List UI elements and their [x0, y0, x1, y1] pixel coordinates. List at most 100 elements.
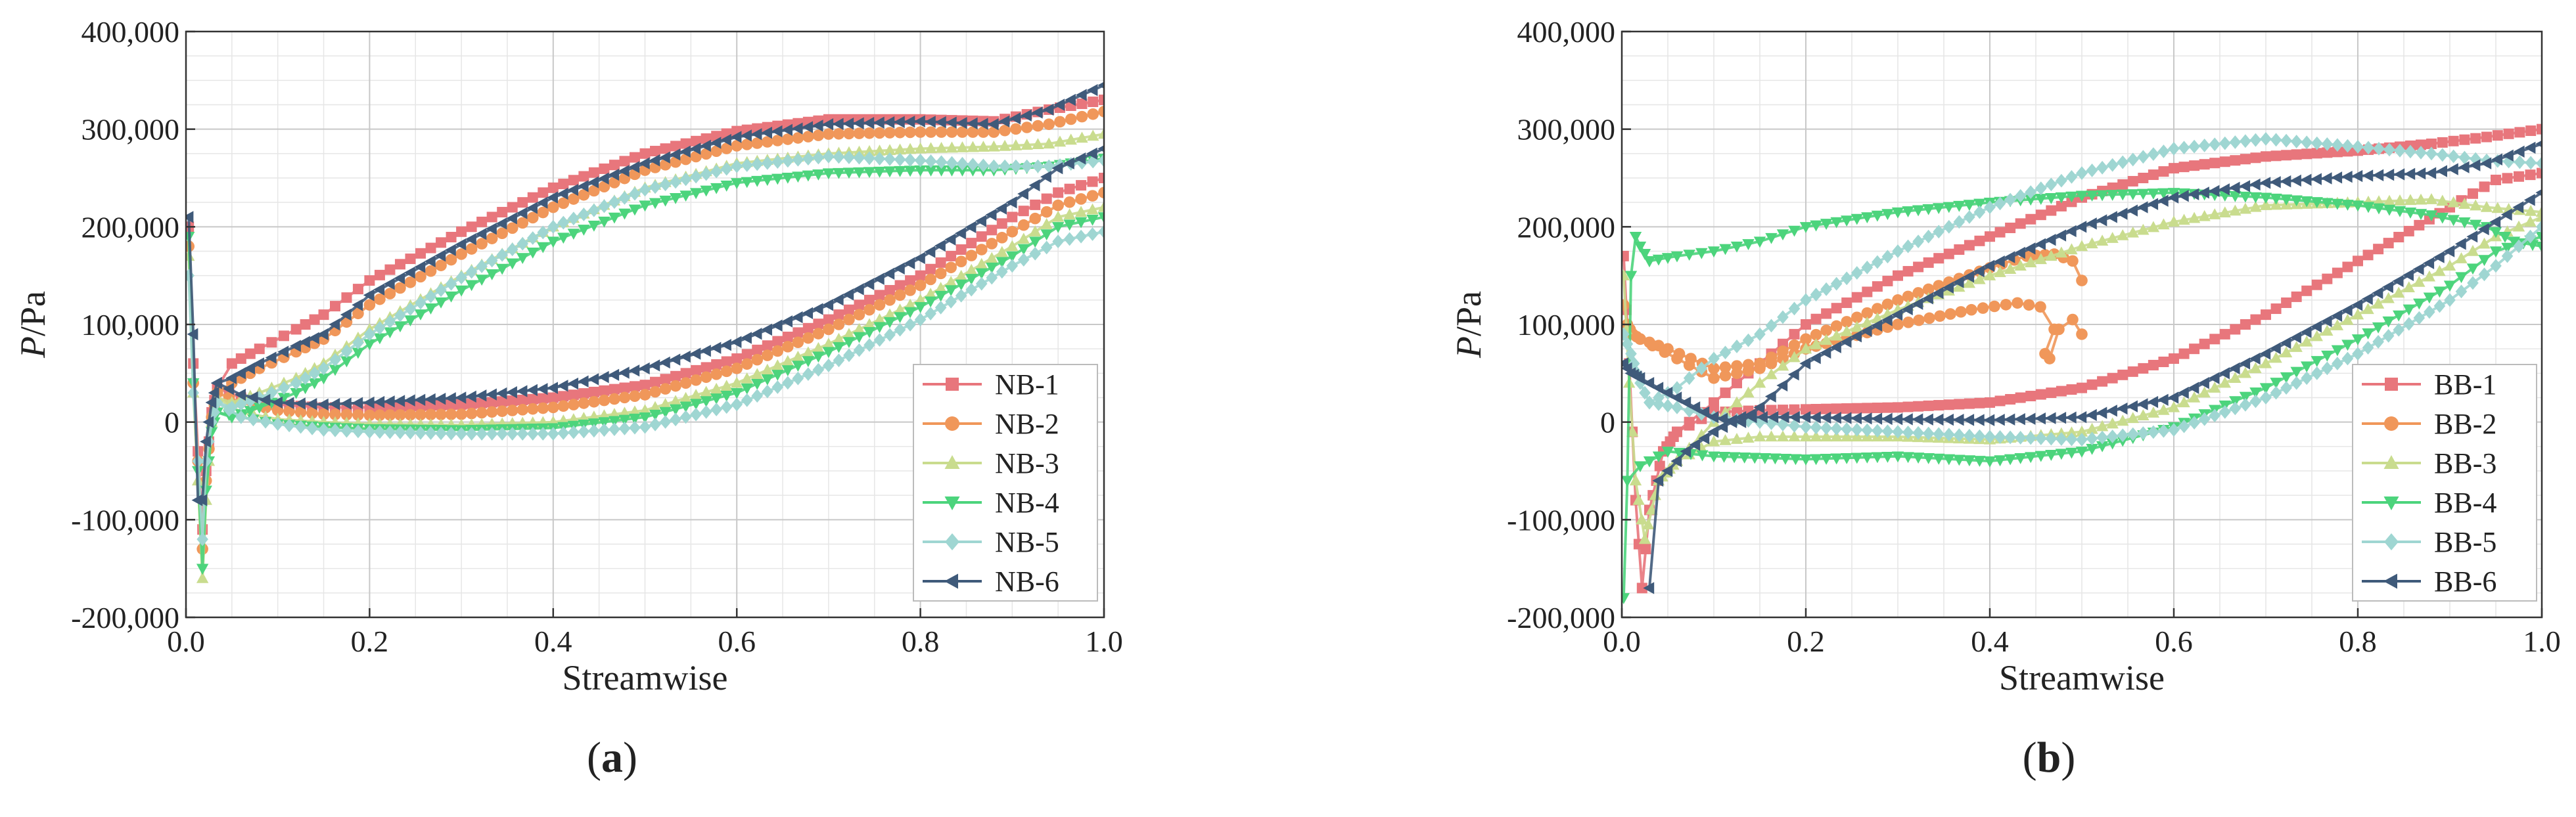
- data-point: [2383, 143, 2395, 157]
- data-point: [1851, 266, 1863, 280]
- data-point: [278, 381, 290, 395]
- data-point: [486, 269, 498, 280]
- data-point: [873, 127, 886, 139]
- data-point: [904, 126, 916, 139]
- data-point: [905, 275, 916, 286]
- series-bb-5: [1622, 132, 2542, 447]
- data-point: [1912, 205, 1925, 217]
- data-point: [547, 219, 559, 234]
- data-point: [863, 117, 875, 129]
- data-point: [996, 232, 1008, 244]
- data-point: [1098, 106, 1104, 118]
- data-point: [1977, 302, 1989, 314]
- data-point: [308, 332, 319, 345]
- data-point: [2240, 319, 2251, 330]
- data-point: [1776, 430, 1789, 442]
- data-point: [2045, 450, 2058, 461]
- data-point: [822, 299, 834, 311]
- data-point: [506, 427, 518, 441]
- data-point: [210, 377, 222, 389]
- data-point: [2249, 394, 2262, 408]
- data-point: [2086, 190, 2098, 202]
- data-point: [2270, 133, 2282, 147]
- data-point: [1764, 390, 1776, 403]
- data-point: [2480, 157, 2492, 169]
- data-point: [537, 206, 549, 219]
- data-point: [527, 192, 538, 203]
- data-point: [394, 321, 407, 333]
- data-point: [2208, 372, 2220, 384]
- data-point: [2260, 391, 2272, 405]
- data-point: [1810, 220, 1822, 232]
- data-point: [741, 129, 752, 142]
- legend-label: NB-5: [995, 526, 1059, 558]
- data-point: [710, 342, 722, 354]
- data-point: [476, 259, 488, 273]
- data-point: [1730, 241, 1743, 253]
- data-point: [1861, 260, 1874, 275]
- data-point: [700, 185, 712, 197]
- data-point: [1902, 239, 1914, 254]
- data-point: [1994, 455, 2006, 467]
- data-point: [2259, 347, 2271, 360]
- data-point: [568, 399, 580, 410]
- data-point: [691, 364, 702, 376]
- data-point: [659, 195, 672, 207]
- data-point: [2035, 181, 2047, 196]
- data-point: [1777, 310, 1789, 324]
- data-point: [363, 409, 376, 422]
- y-tick-label: 300,000: [1517, 113, 1616, 146]
- data-point: [700, 386, 712, 397]
- data-point: [384, 409, 396, 421]
- data-point: [2351, 308, 2364, 320]
- data-point: [771, 173, 784, 185]
- y-tick-label: -200,000: [1507, 601, 1615, 634]
- data-point: [2447, 196, 2460, 208]
- data-point: [2341, 304, 2353, 317]
- data-point: [710, 393, 723, 405]
- data-point: [863, 294, 875, 305]
- data-point: [1830, 341, 1841, 353]
- data-point: [2157, 144, 2170, 158]
- data-point: [597, 370, 609, 384]
- data-point: [294, 407, 307, 418]
- data-point: [2332, 146, 2343, 158]
- data-point: [2502, 149, 2514, 162]
- data-point: [904, 257, 915, 270]
- data-point: [2425, 167, 2437, 179]
- data-point: [2055, 192, 2068, 204]
- data-point: [2147, 198, 2159, 210]
- data-point: [2301, 361, 2313, 373]
- data-point: [690, 374, 702, 386]
- data-point: [567, 377, 579, 390]
- data-point: [2148, 425, 2159, 439]
- data-point: [904, 166, 917, 177]
- data-point: [2383, 194, 2396, 206]
- data-point: [873, 313, 886, 324]
- data-point: [598, 417, 610, 429]
- data-point: [1983, 414, 1995, 426]
- data-point: [383, 395, 395, 408]
- data-point: [823, 149, 835, 164]
- data-point: [404, 276, 417, 288]
- data-point: [2436, 194, 2449, 206]
- data-point: [2426, 146, 2437, 161]
- data-point: [1799, 454, 1812, 466]
- data-point: [2491, 202, 2504, 213]
- data-point: [2311, 136, 2323, 150]
- data-point: [1952, 413, 1964, 426]
- data-point: [2525, 125, 2537, 137]
- data-point: [2513, 145, 2525, 158]
- data-point: [2188, 211, 2201, 223]
- data-point: [670, 380, 681, 392]
- data-point: [1860, 412, 1872, 425]
- legend-item-nb-4: NB-4: [923, 487, 1059, 519]
- data-point: [2127, 189, 2139, 200]
- data-point: [2477, 223, 2489, 236]
- data-point: [608, 368, 620, 382]
- data-point: [679, 172, 692, 187]
- data-point: [205, 396, 217, 409]
- data-point: [2096, 160, 2108, 175]
- data-point: [1860, 324, 1872, 338]
- data-point: [2075, 240, 2088, 252]
